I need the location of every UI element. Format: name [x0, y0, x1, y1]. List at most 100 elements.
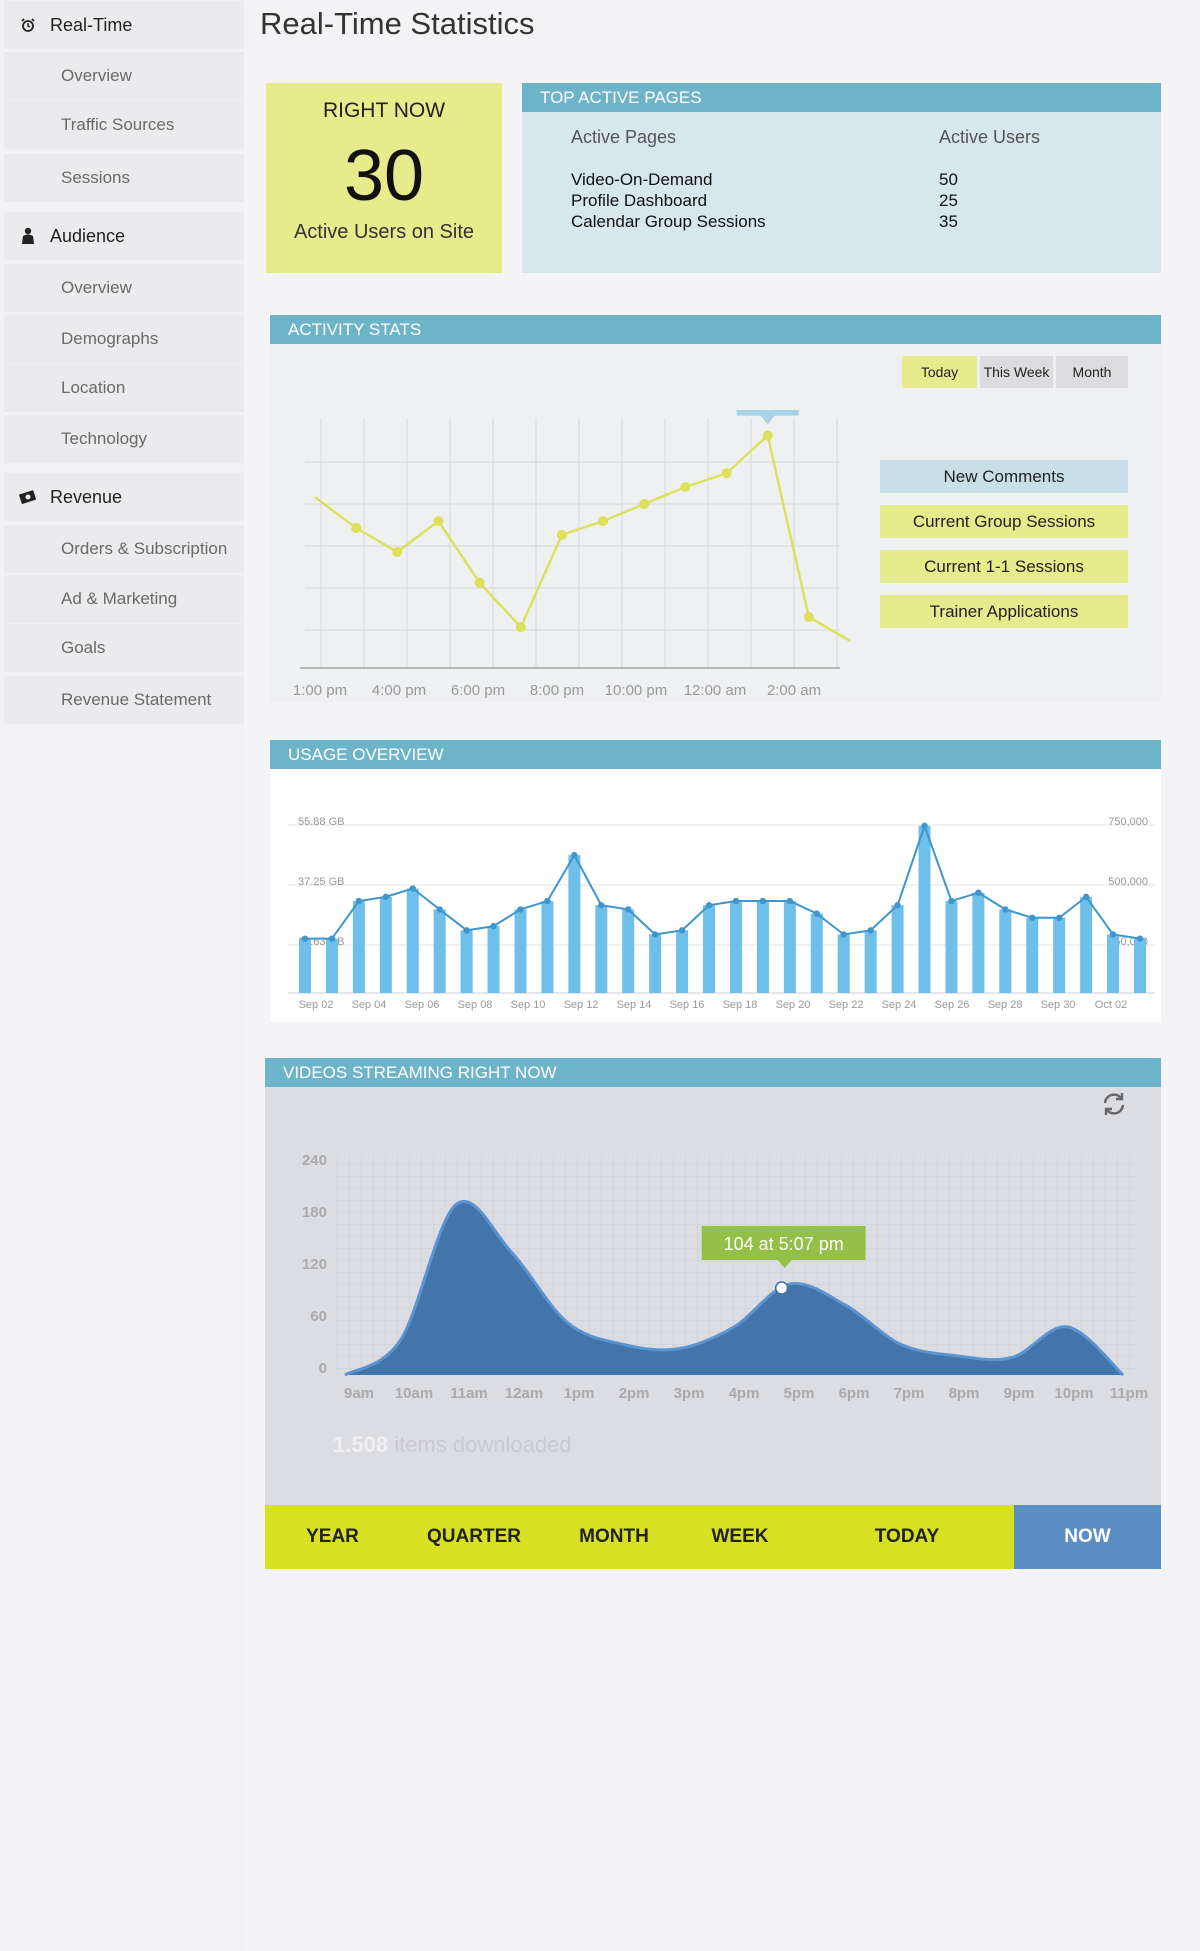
sidebar-item-orders-subscription[interactable]: Orders & Subscription	[4, 525, 244, 573]
sidebar-item-revenue-statement[interactable]: Revenue Statement	[4, 676, 244, 724]
top-active-pages-header: TOP ACTIVE PAGES	[522, 83, 1161, 112]
legend-current-group-sessions[interactable]: Current Group Sessions	[880, 505, 1128, 538]
usage-bar	[810, 913, 823, 993]
usage-point	[436, 906, 443, 913]
refresh-icon[interactable]	[1100, 1090, 1128, 1118]
sidebar-item-traffic-sources[interactable]: Traffic Sources	[4, 101, 244, 149]
videos-streaming-title: VIDEOS STREAMING RIGHT NOW	[283, 1062, 557, 1082]
sidebar-item-overview[interactable]: Overview	[4, 52, 244, 100]
x-tick-label: Sep 22	[829, 999, 864, 1011]
usage-point	[732, 897, 740, 905]
activity-point	[392, 546, 403, 557]
usage-bar	[676, 930, 689, 993]
x-tick-label: Sep 28	[988, 999, 1023, 1011]
activity-point	[762, 430, 773, 441]
legend-current-1-1-sessions[interactable]: Current 1-1 Sessions	[880, 550, 1128, 583]
top-page-name[interactable]: Video-On-Demand	[571, 170, 713, 189]
x-tick-label: 12:00 am	[684, 682, 747, 699]
tab-today[interactable]: TODAY	[874, 1526, 940, 1547]
sidebar-section-audience[interactable]: Audience	[4, 212, 244, 260]
usage-point	[705, 902, 713, 909]
x-tick-label: 9am	[344, 1385, 374, 1402]
x-tick-label: Sep 08	[458, 999, 493, 1011]
range-today-button[interactable]: Today	[902, 356, 977, 388]
top-page-name[interactable]: Profile Dashboard	[571, 191, 708, 210]
tooltip-text: 104 at 5:07 pm	[724, 1234, 844, 1254]
tab-quarter[interactable]: QUARTER	[427, 1526, 521, 1547]
activity-point	[515, 622, 526, 633]
tab-now[interactable]: NOW	[1014, 1505, 1161, 1569]
x-tick-label: Sep 06	[405, 999, 440, 1011]
usage-bar	[514, 909, 527, 993]
tab-week[interactable]: WEEK	[711, 1526, 769, 1547]
usage-bar	[891, 905, 904, 993]
usage-bar	[379, 896, 392, 993]
usage-bar	[703, 905, 716, 993]
y-tick-label: 0	[319, 1360, 327, 1377]
usage-bar	[487, 926, 500, 993]
usage-point	[517, 906, 524, 913]
sidebar-section-real-time[interactable]: Real-Time	[4, 1, 244, 49]
usage-bar	[325, 938, 338, 993]
header: Real-Time Statistics	[244, 0, 1200, 50]
usage-point	[975, 889, 982, 896]
usage-point	[1002, 906, 1009, 913]
usage-bar	[945, 901, 958, 993]
legend-new-comments[interactable]: New Comments	[880, 460, 1128, 493]
legend-trainer-applications[interactable]: Trainer Applications	[880, 595, 1128, 628]
tab-month[interactable]: MONTH	[579, 1526, 649, 1547]
usage-point	[1082, 893, 1090, 901]
sidebar-item-sessions[interactable]: Sessions	[4, 154, 244, 202]
usage-bar	[649, 934, 662, 993]
usage-point	[867, 927, 874, 934]
usage-point	[382, 893, 390, 901]
x-tick-label: 7pm	[894, 1385, 925, 1402]
activity-point	[803, 611, 814, 622]
usage-point	[571, 851, 578, 859]
active-users-count: 30	[343, 136, 425, 216]
x-tick-label: Sep 24	[882, 999, 917, 1011]
usage-point	[328, 935, 336, 942]
y-tick-label: 180	[302, 1204, 327, 1221]
sidebar-item-technology[interactable]: Technology	[4, 415, 244, 463]
sidebar-item-overview[interactable]: Overview	[4, 264, 244, 312]
usage-bar	[622, 909, 635, 993]
x-tick-label: 9pm	[1004, 1385, 1035, 1402]
range-this-week-button[interactable]: This Week	[980, 356, 1053, 388]
usage-bar	[864, 930, 877, 993]
sidebar-section-revenue[interactable]: Revenue	[4, 473, 244, 521]
time-range-tabbar	[265, 1505, 1161, 1569]
usage-point	[544, 897, 551, 905]
top-page-name[interactable]: Calendar Group Sessions	[571, 212, 766, 231]
x-tick-label: Sep 14	[617, 999, 652, 1011]
sidebar-item-ad-marketing[interactable]: Ad & Marketing	[4, 575, 244, 623]
activity-point	[598, 516, 609, 527]
usage-point	[678, 927, 686, 934]
sidebar-item-location[interactable]: Location	[4, 364, 244, 412]
sidebar-item-goals[interactable]: Goals	[4, 624, 244, 672]
x-tick-label: 3pm	[674, 1385, 705, 1402]
usage-point	[301, 935, 309, 942]
sidebar-section-label: Revenue	[50, 486, 123, 507]
downloaded-count: 1.508	[333, 1432, 389, 1457]
usage-point	[651, 931, 659, 938]
usage-bar	[352, 901, 365, 993]
usage-bar	[837, 934, 850, 993]
top-active-pages-title: TOP ACTIVE PAGES	[540, 87, 702, 107]
activity-point	[639, 499, 650, 510]
usage-point	[625, 906, 632, 913]
usage-bar	[406, 888, 419, 993]
range-month-button[interactable]: Month	[1056, 356, 1128, 388]
sidebar-item-demographs[interactable]: Demographs	[4, 315, 244, 363]
y-tick-label: 240	[302, 1152, 327, 1169]
usage-point	[948, 897, 955, 905]
person-icon	[19, 227, 37, 245]
page-title: Real-Time Statistics	[260, 6, 535, 41]
x-tick-label: 12am	[505, 1385, 543, 1402]
activity-stats-title: ACTIVITY STATS	[288, 319, 422, 339]
usage-point	[409, 885, 416, 892]
tab-year[interactable]: YEAR	[306, 1526, 359, 1547]
x-tick-label: 4pm	[729, 1385, 760, 1402]
top-page-users: 50	[939, 170, 958, 189]
